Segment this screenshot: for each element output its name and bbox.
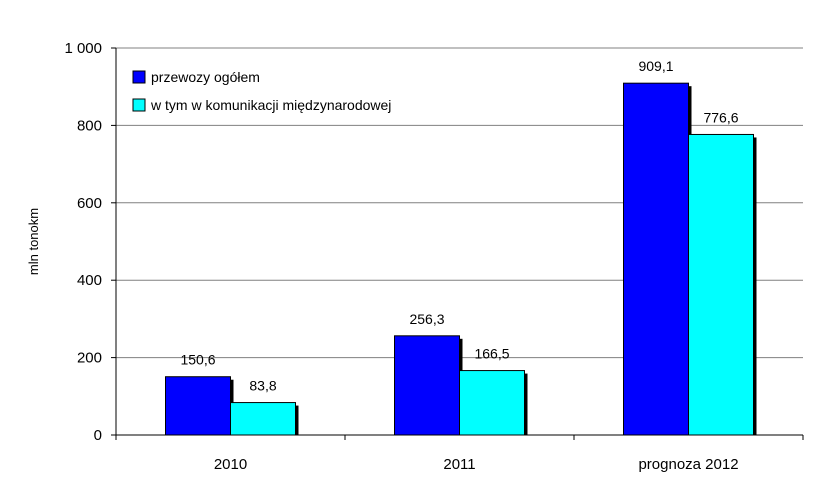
legend: przewozy ogółem w tym w komunikacji międ… [132, 69, 391, 113]
bar [623, 82, 689, 436]
bar [459, 370, 525, 436]
data-label: 909,1 [638, 58, 673, 74]
data-label: 256,3 [409, 311, 444, 327]
x-axis: 2010 2011 prognoza 2012 [115, 434, 804, 473]
x-tick-label: 2011 [443, 456, 475, 473]
data-label: 150,6 [180, 352, 215, 368]
data-label: 83,8 [249, 378, 276, 394]
data-label: 776,6 [703, 109, 738, 125]
bars [165, 82, 757, 436]
data-labels: 150,6 83,8 256,3 166,5 909,1 776,6 [180, 58, 738, 393]
bar [688, 133, 754, 436]
y-tick-label: 800 [77, 117, 102, 134]
y-tick-label: 200 [77, 350, 102, 367]
y-tick-label: 1 000 [64, 40, 102, 57]
y-tick-label: 600 [77, 195, 102, 212]
legend-swatch-international [132, 98, 146, 112]
bar [394, 335, 460, 436]
x-tick-label: 2010 [214, 456, 247, 473]
x-tick-label: prognoza 2012 [638, 456, 738, 473]
legend-label-total: przewozy ogółem [151, 69, 260, 85]
legend-swatch-total [132, 70, 146, 84]
bar [165, 376, 231, 436]
y-tick-label: 400 [77, 272, 102, 289]
data-label: 166,5 [474, 346, 509, 362]
bar [230, 402, 296, 436]
y-tick-label: 0 [94, 427, 102, 444]
y-axis-label: mln tonokm [26, 208, 41, 275]
legend-label-international: w tym w komunikacji międzynarodowej [150, 97, 391, 113]
y-axis: 0 200 400 600 800 1 000 [64, 40, 117, 444]
